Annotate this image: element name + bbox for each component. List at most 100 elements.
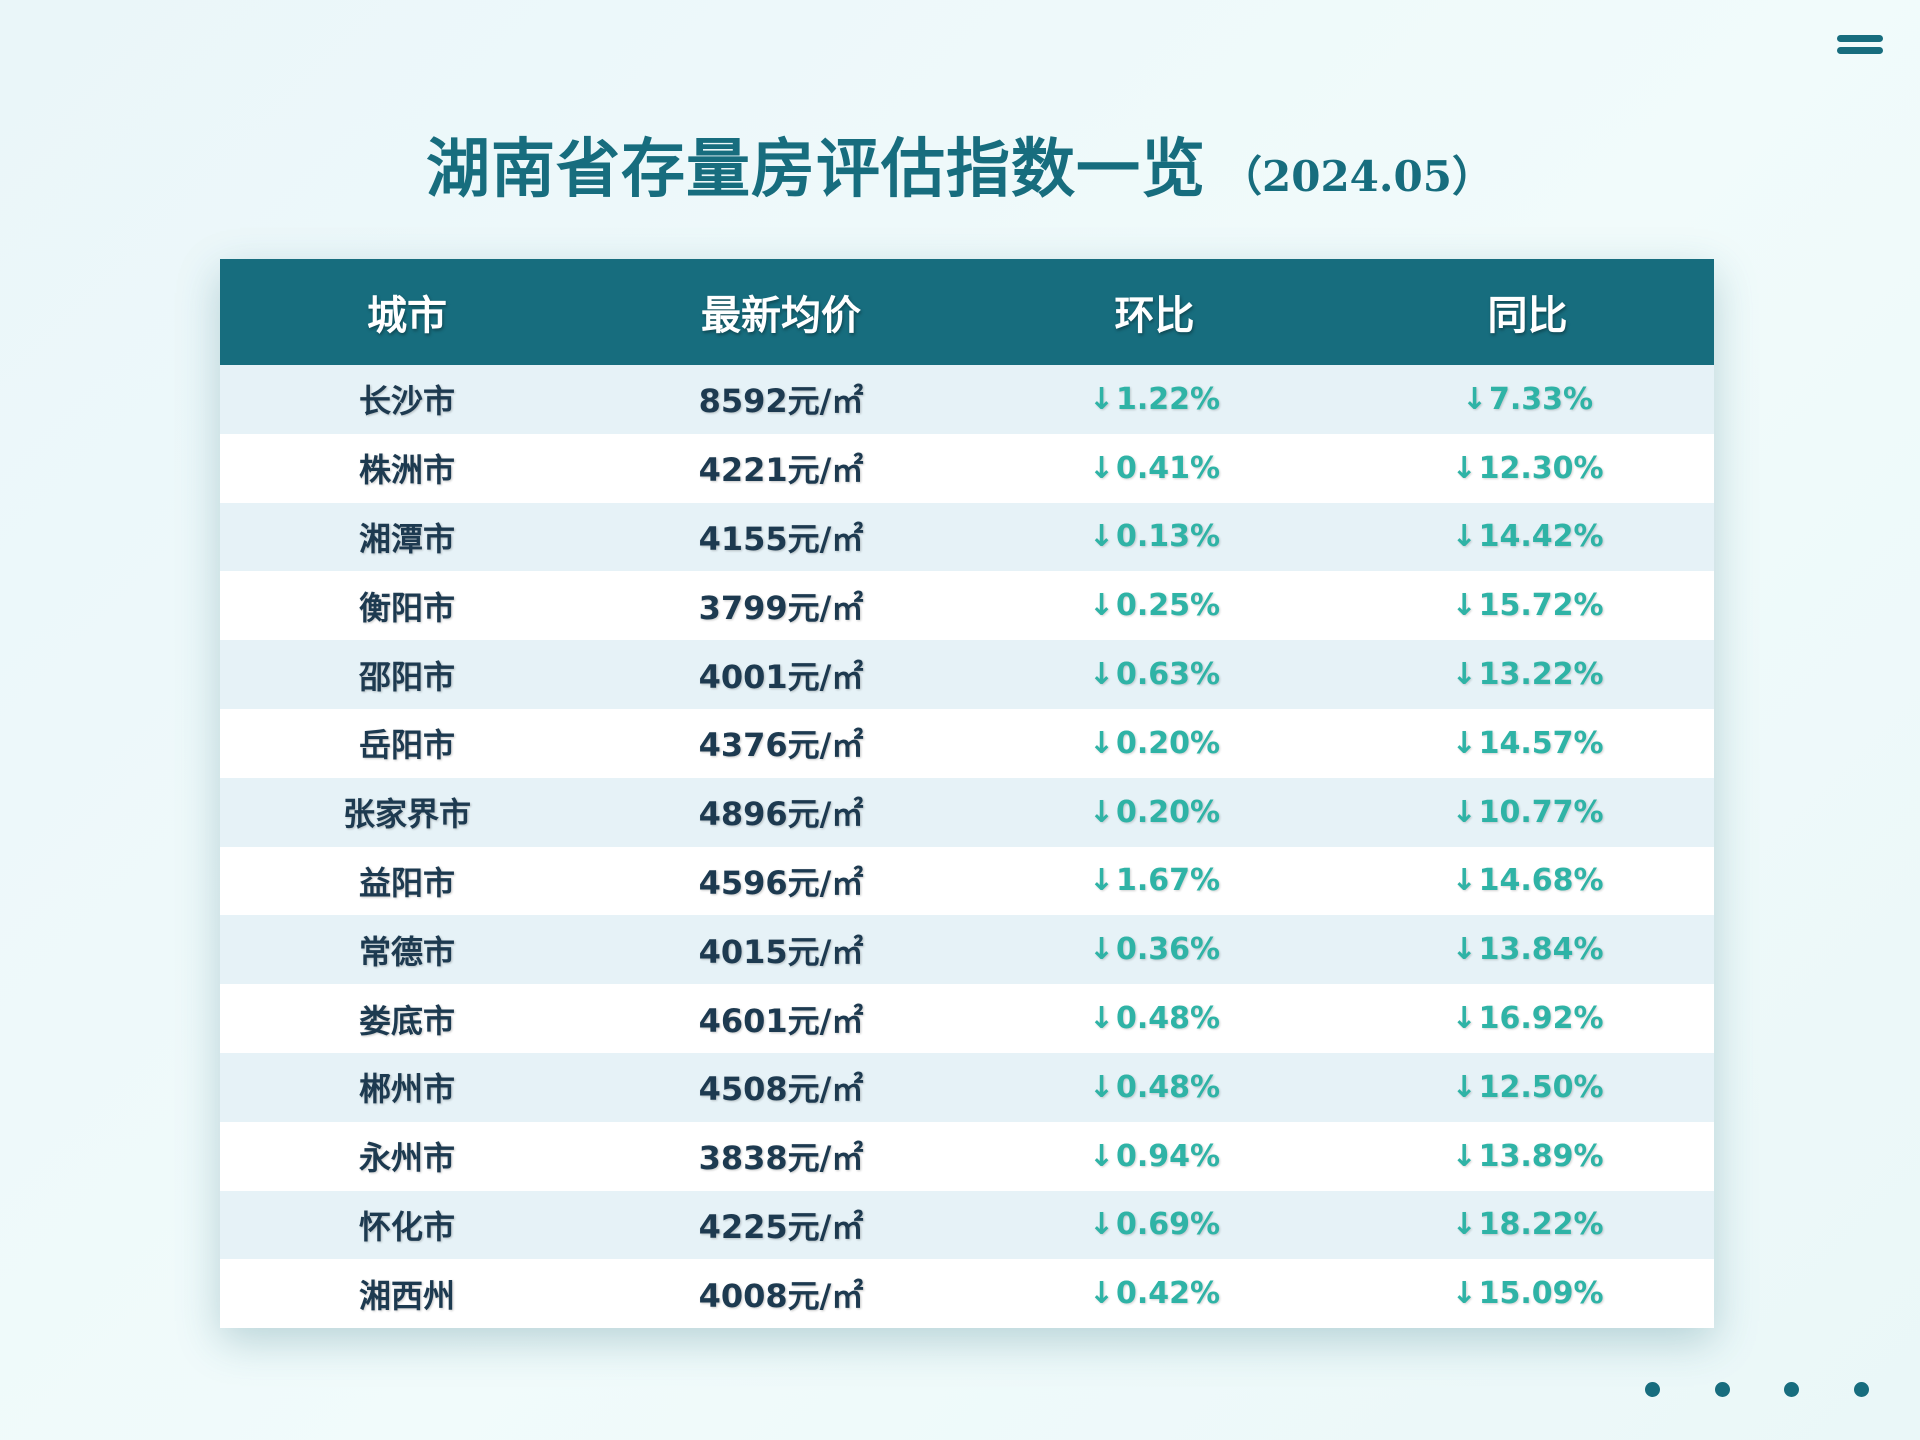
- cell-yoy-change-value: 15.09%: [1478, 1276, 1604, 1312]
- pagination-dot[interactable]: [1645, 1382, 1660, 1397]
- cell-yoy-change-value: 10.77%: [1478, 794, 1604, 830]
- cell-price: 4015元/㎡: [698, 932, 864, 971]
- cell-yoy-change: ↓15.72%: [1341, 571, 1714, 640]
- table-header: 城市 最新均价 环比 同比: [220, 259, 1714, 365]
- cell-city: 株洲市: [358, 451, 455, 490]
- down-arrow-icon: ↓: [1451, 1069, 1477, 1105]
- cell-city: 郴州市: [358, 1070, 455, 1109]
- cell-city: 邵阳市: [358, 657, 455, 696]
- cell-price: 3838元/㎡: [698, 1139, 864, 1178]
- cell-mom-change: ↓0.41%: [968, 434, 1341, 503]
- menu-icon-bar: [1837, 35, 1883, 42]
- cell-city: 益阳市: [358, 863, 455, 902]
- cell-price: 4896元/㎡: [698, 795, 864, 834]
- cell-yoy-change-value: 18.22%: [1478, 1207, 1604, 1243]
- cell-city: 怀化市: [358, 1207, 455, 1246]
- down-arrow-icon: ↓: [1088, 794, 1115, 830]
- cell-price: 4596元/㎡: [698, 863, 864, 902]
- cell-mom-change: ↓0.42%: [968, 1259, 1341, 1328]
- down-arrow-icon: ↓: [1088, 932, 1115, 968]
- cell-mom-change: ↓0.94%: [968, 1122, 1341, 1191]
- cell-yoy-change: ↓15.09%: [1341, 1259, 1714, 1328]
- down-arrow-icon: ↓: [1088, 1138, 1115, 1174]
- cell-yoy-change-value: 15.72%: [1478, 588, 1604, 624]
- cell-city: 湘潭市: [358, 519, 455, 558]
- page-title-main: 湖南省存量房评估指数一览: [426, 132, 1207, 207]
- pagination-dots: [1645, 1382, 1875, 1398]
- cell-yoy-change: ↓13.84%: [1341, 915, 1714, 984]
- cell-mom-change-value: 0.63%: [1116, 657, 1221, 693]
- down-arrow-icon: ↓: [1451, 588, 1477, 624]
- down-arrow-icon: ↓: [1088, 1001, 1115, 1037]
- down-arrow-icon: ↓: [1088, 725, 1115, 761]
- cell-yoy-change-value: 16.92%: [1478, 1001, 1604, 1037]
- down-arrow-icon: ↓: [1088, 588, 1115, 624]
- cell-mom-change: ↓0.48%: [968, 984, 1341, 1053]
- cell-yoy-change: ↓13.89%: [1341, 1122, 1714, 1191]
- cell-price: 4508元/㎡: [698, 1070, 864, 1109]
- table-row: 湘潭市 4155元/㎡ ↓0.13% ↓14.42%: [220, 502, 1714, 572]
- down-arrow-icon: ↓: [1451, 725, 1477, 761]
- cell-yoy-change-value: 14.68%: [1478, 863, 1604, 899]
- down-arrow-icon: ↓: [1451, 1138, 1477, 1174]
- cell-mom-change-value: 0.36%: [1116, 932, 1221, 968]
- table-row: 永州市 3838元/㎡ ↓0.94% ↓13.89%: [220, 1121, 1714, 1191]
- cell-price: 4008元/㎡: [698, 1276, 864, 1315]
- cell-yoy-change-value: 13.84%: [1478, 932, 1604, 968]
- cell-yoy-change-value: 14.57%: [1478, 725, 1604, 761]
- cell-mom-change: ↓0.48%: [968, 1053, 1341, 1122]
- down-arrow-icon: ↓: [1088, 657, 1115, 693]
- header-yoy: 同比: [1487, 293, 1568, 339]
- table-row: 郴州市 4508元/㎡ ↓0.48% ↓12.50%: [220, 1052, 1714, 1122]
- cell-price: 4601元/㎡: [698, 1001, 864, 1040]
- cell-yoy-change: ↓12.30%: [1341, 434, 1714, 503]
- cell-city: 湘西州: [358, 1276, 455, 1315]
- cell-mom-change-value: 0.41%: [1116, 450, 1221, 486]
- menu-icon[interactable]: [1837, 33, 1883, 55]
- cell-city: 长沙市: [358, 382, 455, 421]
- cell-mom-change-value: 0.20%: [1116, 725, 1221, 761]
- cell-yoy-change: ↓12.50%: [1341, 1053, 1714, 1122]
- cell-yoy-change: ↓7.33%: [1341, 365, 1714, 434]
- cell-price: 4155元/㎡: [698, 519, 864, 558]
- cell-yoy-change-value: 12.30%: [1478, 450, 1604, 486]
- cell-yoy-change-value: 13.89%: [1478, 1138, 1604, 1174]
- cell-yoy-change-value: 14.42%: [1478, 519, 1604, 555]
- cell-yoy-change: ↓10.77%: [1341, 778, 1714, 847]
- pagination-dot[interactable]: [1853, 1382, 1869, 1397]
- down-arrow-icon: ↓: [1088, 863, 1115, 899]
- menu-icon-bar: [1837, 47, 1883, 54]
- cell-city: 永州市: [358, 1139, 455, 1178]
- cell-yoy-change: ↓14.42%: [1341, 503, 1714, 572]
- cell-mom-change-value: 0.42%: [1116, 1276, 1221, 1312]
- page-title: 湖南省存量房评估指数一览 （2024.05）: [0, 118, 1920, 210]
- header-mom: 环比: [1114, 293, 1195, 339]
- cell-city: 张家界市: [342, 795, 471, 834]
- down-arrow-icon: ↓: [1451, 450, 1477, 486]
- cell-city: 常德市: [358, 932, 455, 971]
- cell-yoy-change: ↓18.22%: [1341, 1191, 1714, 1260]
- cell-mom-change: ↓1.22%: [968, 365, 1341, 434]
- table-row: 益阳市 4596元/㎡ ↓1.67% ↓14.68%: [220, 846, 1714, 916]
- table-row: 娄底市 4601元/㎡ ↓0.48% ↓16.92%: [220, 984, 1714, 1053]
- down-arrow-icon: ↓: [1451, 794, 1477, 830]
- down-arrow-icon: ↓: [1451, 1001, 1477, 1037]
- cell-yoy-change: ↓14.68%: [1341, 847, 1714, 916]
- pagination-dot[interactable]: [1714, 1382, 1730, 1397]
- cell-mom-change-value: 0.13%: [1116, 519, 1221, 555]
- cell-mom-change: ↓1.67%: [968, 847, 1341, 916]
- table-row: 株洲市 4221元/㎡ ↓0.41% ↓12.30%: [220, 433, 1714, 503]
- down-arrow-icon: ↓: [1088, 1069, 1115, 1105]
- cell-mom-change: ↓0.63%: [968, 640, 1341, 709]
- cell-mom-change-value: 1.67%: [1116, 863, 1221, 899]
- cell-mom-change: ↓0.25%: [968, 571, 1341, 640]
- table-row: 邵阳市 4001元/㎡ ↓0.63% ↓13.22%: [220, 640, 1714, 709]
- cell-price: 4221元/㎡: [698, 451, 864, 490]
- page-title-date: （2024.05）: [1220, 152, 1494, 201]
- cell-mom-change-value: 0.48%: [1116, 1001, 1221, 1037]
- cell-yoy-change-value: 7.33%: [1489, 381, 1594, 417]
- cell-city: 衡阳市: [358, 588, 455, 627]
- pagination-dot[interactable]: [1784, 1382, 1799, 1397]
- price-index-table-card: 城市 最新均价 环比 同比 长沙市 8592元/㎡ ↓1.22% ↓7.33% 株洲市 4…: [220, 259, 1714, 1329]
- cell-yoy-change: ↓16.92%: [1341, 984, 1714, 1053]
